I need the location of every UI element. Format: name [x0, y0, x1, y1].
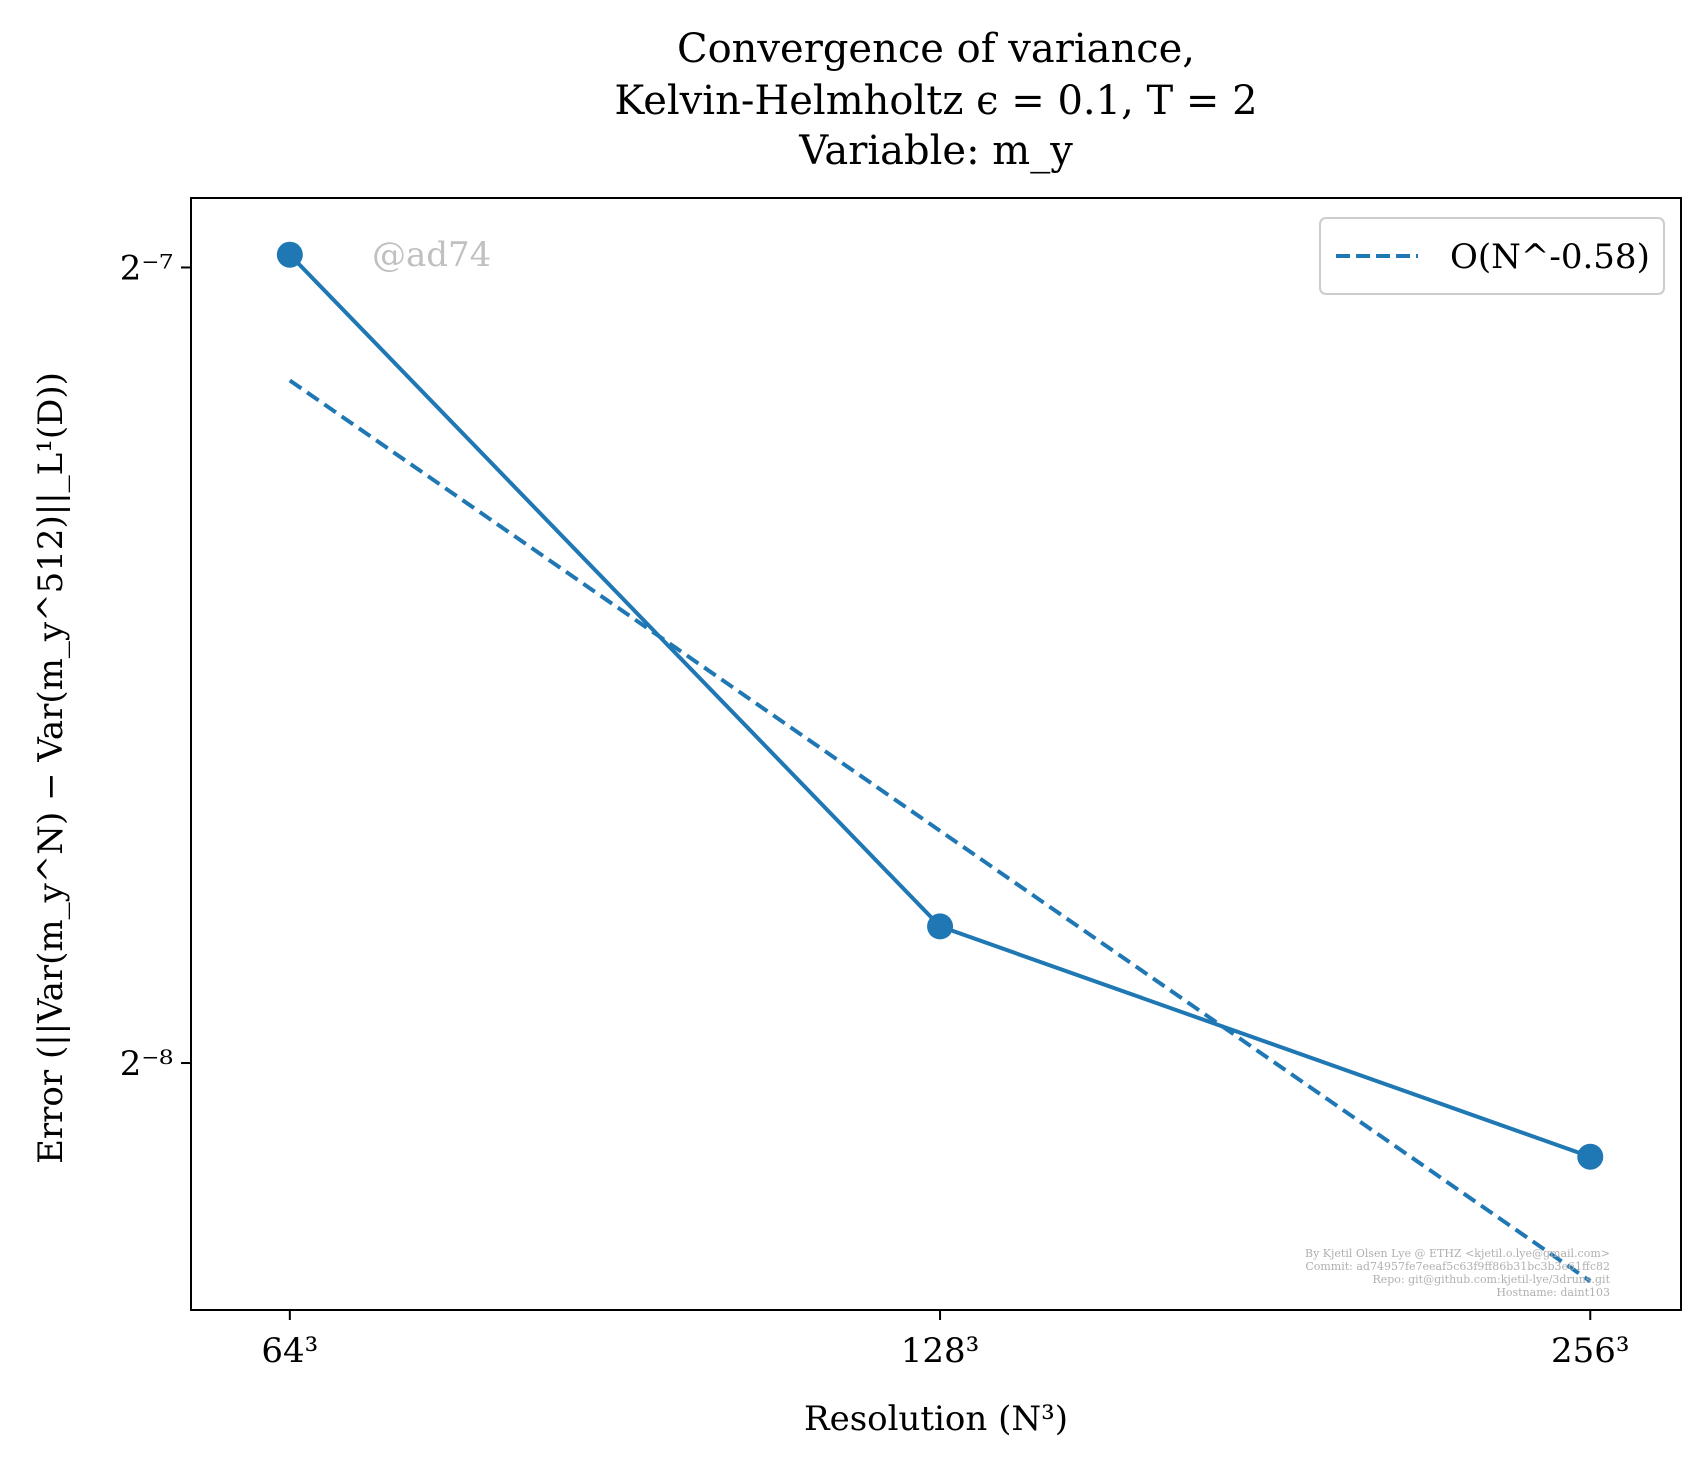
footer-line-2: Commit: ad74957fe7eeaf5c63f9ff86b31bc3b3…: [1305, 1260, 1610, 1273]
error-series-line: [288, 253, 1591, 1159]
footer-line-1: By Kjetil Olsen Lye @ ETHZ <kjetil.o.lye…: [1305, 1247, 1610, 1260]
footer-line-3: Repo: git@github.com:kjetil-lye/3druns.g…: [1372, 1273, 1610, 1286]
chart-title-line-3: Variable: m_y: [798, 128, 1073, 174]
series-layer: [276, 241, 1604, 1283]
watermark: @ad74: [372, 235, 491, 275]
y-axis-label: Error (||Var(m_y^N) − Var(m_y^512)||_L¹(…: [31, 372, 71, 1164]
legend-box: [1319, 217, 1665, 295]
x-axis-label: Resolution (N³): [804, 1399, 1068, 1439]
data-point: [276, 241, 303, 268]
chart-title-line-1: Convergence of variance,: [677, 26, 1195, 72]
x-tick-label: 128³: [901, 1331, 980, 1371]
plot-frame: [190, 197, 1682, 1311]
y-tick-label: 2⁻⁸: [120, 1044, 173, 1084]
y-tick-label: 2⁻⁷: [120, 248, 173, 288]
legend: O(N^-0.58): [1319, 217, 1665, 295]
x-tick-label: 64³: [261, 1331, 318, 1371]
axis-ticks: 64³ 128³ 256³ 2⁻⁷ 2⁻⁸: [120, 248, 1630, 1371]
reference-rate-line: [288, 378, 1592, 1283]
x-tick-label: 256³: [1551, 1331, 1630, 1371]
chart-title-line-2: Kelvin-Helmholtz ϵ = 0.1, T = 2: [614, 78, 1257, 124]
data-point: [1577, 1143, 1604, 1170]
footer-credits: By Kjetil Olsen Lye @ ETHZ <kjetil.o.lye…: [1305, 1247, 1611, 1299]
data-point: [927, 913, 954, 940]
legend-label: O(N^-0.58): [1450, 237, 1650, 277]
footer-line-4: Hostname: daint103: [1496, 1286, 1610, 1299]
